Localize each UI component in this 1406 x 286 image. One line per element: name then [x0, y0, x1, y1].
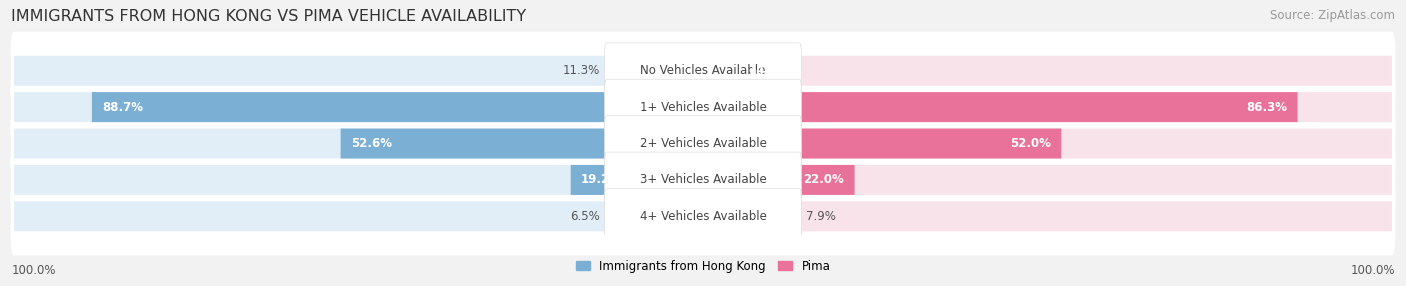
Text: 1+ Vehicles Available: 1+ Vehicles Available [640, 101, 766, 114]
FancyBboxPatch shape [14, 201, 606, 231]
FancyBboxPatch shape [11, 177, 1395, 255]
FancyBboxPatch shape [14, 128, 606, 158]
Text: 4+ Vehicles Available: 4+ Vehicles Available [640, 210, 766, 223]
FancyBboxPatch shape [14, 165, 606, 195]
FancyBboxPatch shape [800, 165, 855, 195]
Text: 19.2%: 19.2% [581, 173, 621, 186]
FancyBboxPatch shape [800, 56, 1392, 86]
Text: 3+ Vehicles Available: 3+ Vehicles Available [640, 173, 766, 186]
FancyBboxPatch shape [11, 141, 1395, 219]
FancyBboxPatch shape [605, 152, 801, 208]
FancyBboxPatch shape [605, 116, 801, 171]
FancyBboxPatch shape [800, 165, 1392, 195]
Text: 52.6%: 52.6% [352, 137, 392, 150]
Text: 88.7%: 88.7% [103, 101, 143, 114]
Text: No Vehicles Available: No Vehicles Available [640, 64, 766, 77]
Text: 6.5%: 6.5% [569, 210, 599, 223]
FancyBboxPatch shape [800, 128, 1392, 158]
Text: 100.0%: 100.0% [11, 265, 56, 277]
FancyBboxPatch shape [91, 92, 606, 122]
FancyBboxPatch shape [605, 79, 801, 135]
FancyBboxPatch shape [11, 32, 1395, 110]
Text: 100.0%: 100.0% [1350, 265, 1395, 277]
FancyBboxPatch shape [605, 43, 801, 99]
Text: 22.0%: 22.0% [803, 173, 844, 186]
FancyBboxPatch shape [14, 92, 606, 122]
Text: 11.3%: 11.3% [562, 64, 599, 77]
FancyBboxPatch shape [800, 201, 1392, 231]
Legend: Immigrants from Hong Kong, Pima: Immigrants from Hong Kong, Pima [571, 255, 835, 277]
FancyBboxPatch shape [571, 165, 606, 195]
FancyBboxPatch shape [14, 56, 606, 86]
Text: 2+ Vehicles Available: 2+ Vehicles Available [640, 137, 766, 150]
FancyBboxPatch shape [800, 92, 1298, 122]
FancyBboxPatch shape [11, 105, 1395, 182]
FancyBboxPatch shape [605, 188, 801, 244]
Text: 86.3%: 86.3% [1246, 101, 1288, 114]
Text: 52.0%: 52.0% [1010, 137, 1050, 150]
FancyBboxPatch shape [800, 92, 1392, 122]
FancyBboxPatch shape [800, 128, 1062, 158]
Text: 7.9%: 7.9% [807, 210, 837, 223]
Text: IMMIGRANTS FROM HONG KONG VS PIMA VEHICLE AVAILABILITY: IMMIGRANTS FROM HONG KONG VS PIMA VEHICL… [11, 9, 526, 23]
Text: Source: ZipAtlas.com: Source: ZipAtlas.com [1270, 9, 1395, 21]
Text: 14.1%: 14.1% [749, 64, 790, 77]
FancyBboxPatch shape [11, 68, 1395, 146]
FancyBboxPatch shape [340, 128, 606, 158]
